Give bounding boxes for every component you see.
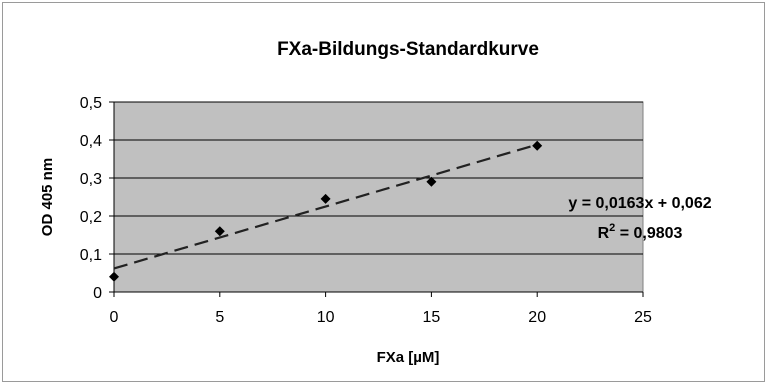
data-point [320,193,331,204]
trendline-group [113,143,538,270]
x-tick-label: 5 [215,309,224,326]
y-axis-title: OD 405 nm [39,158,56,236]
axes [109,101,644,297]
r2-prefix: R [598,225,610,242]
plot-area [113,101,644,293]
y-tick-labels: 0 0,1 0,2 0,3 0,4 0,5 [80,95,102,302]
y-tick-label: 0,1 [80,247,102,264]
data-points [109,140,543,282]
x-tick-label: 10 [317,309,335,326]
x-axis-title: FXa [µM] [377,349,440,366]
data-point [426,176,437,187]
x-tick-label: 0 [110,309,119,326]
data-point [109,271,119,282]
gridlines [114,101,643,255]
y-tick-label: 0 [93,285,102,302]
y-tick-label: 0,4 [80,133,102,150]
x-tick-label: 15 [423,309,441,326]
chart-title: FXa-Bildungs-Standardkurve [277,39,539,60]
x-tick-label: 25 [634,309,652,326]
x-tick-labels: 0 5 10 15 20 25 [110,309,652,326]
trendline-r2: R2 = 0,9803 [598,222,683,242]
x-tick-label: 20 [528,309,546,326]
trendline-equation: y = 0,0163x + 0,062 [568,195,711,212]
data-point [214,226,225,237]
data-point [532,140,543,151]
y-tick-label: 0,2 [80,209,102,226]
r2-value: = 0,9803 [615,225,682,242]
y-tick-label: 0,3 [80,171,102,188]
y-tick-label: 0,5 [80,95,102,112]
trendline [113,143,538,270]
r2-exponent: 2 [609,222,615,234]
